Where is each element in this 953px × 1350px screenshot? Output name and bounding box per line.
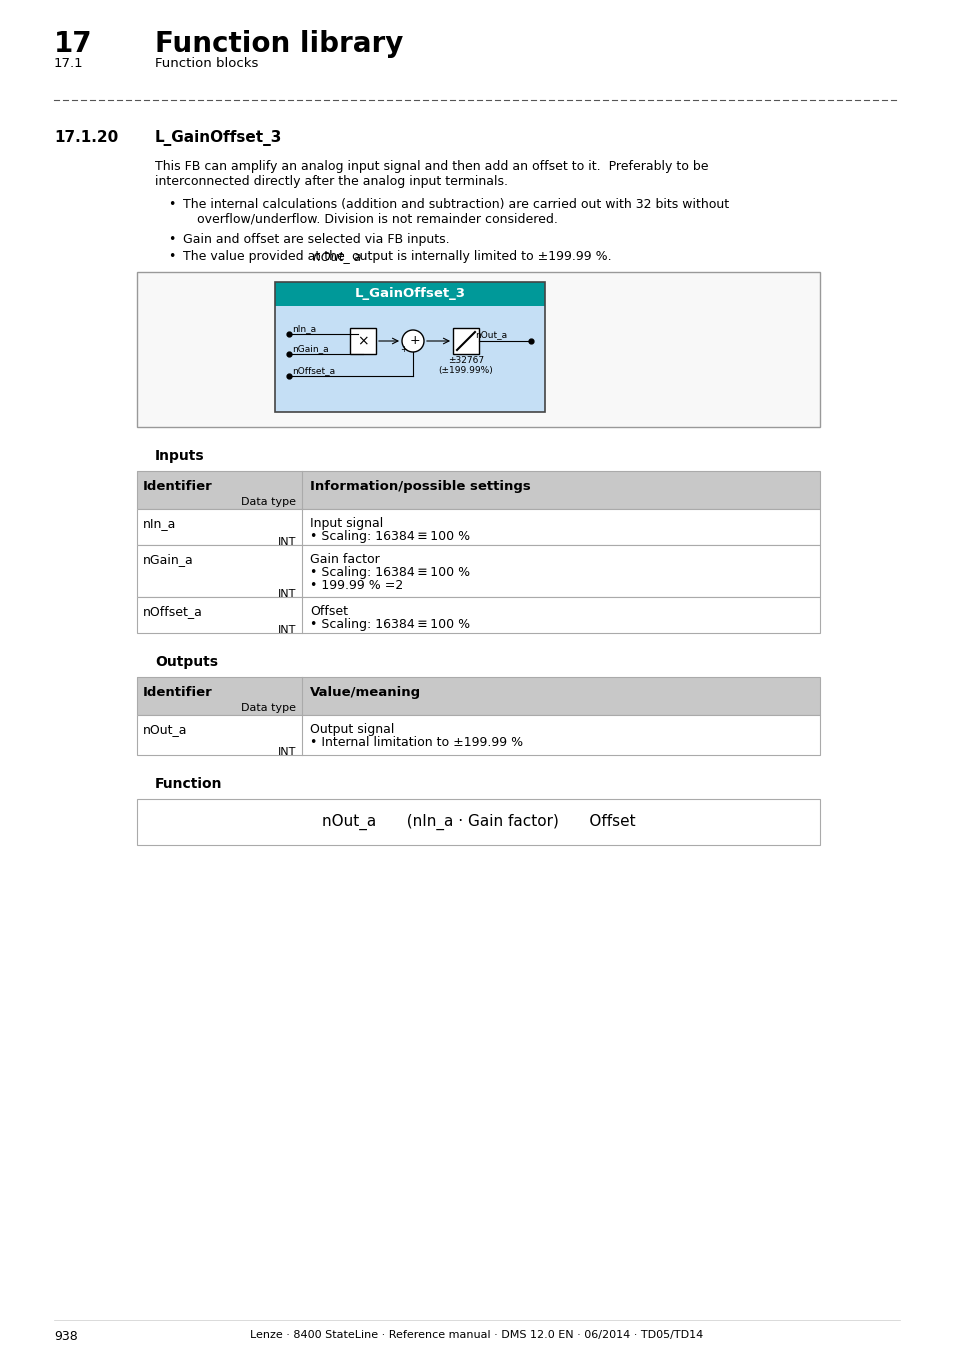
- Text: • Internal limitation to ±199.99 %: • Internal limitation to ±199.99 %: [310, 736, 522, 749]
- Bar: [274, 282, 544, 306]
- Text: INT: INT: [277, 625, 295, 634]
- Bar: [137, 597, 820, 633]
- Text: 17.1.20: 17.1.20: [54, 130, 118, 144]
- Text: Offset: Offset: [310, 605, 348, 618]
- Text: INT: INT: [277, 589, 295, 599]
- Text: Gain factor: Gain factor: [310, 554, 379, 566]
- Bar: [137, 676, 820, 716]
- Bar: [274, 282, 544, 412]
- Text: L_GainOffset_3: L_GainOffset_3: [154, 130, 282, 146]
- Text: nOut_a: nOut_a: [475, 329, 507, 339]
- Bar: [137, 676, 820, 716]
- Text: Identifier: Identifier: [143, 686, 213, 699]
- Text: ×: ×: [356, 333, 369, 348]
- Bar: [137, 545, 820, 597]
- Text: Gain and offset are selected via FB inputs.: Gain and offset are selected via FB inpu…: [183, 234, 449, 246]
- Bar: [137, 471, 820, 509]
- Text: nOffset_a: nOffset_a: [143, 605, 203, 618]
- Text: Outputs: Outputs: [154, 655, 218, 670]
- Text: 17: 17: [54, 30, 92, 58]
- Text: (±199.99%): (±199.99%): [438, 366, 493, 375]
- Bar: [137, 509, 820, 545]
- Text: nIn_a: nIn_a: [143, 517, 176, 531]
- Text: Data type: Data type: [241, 497, 295, 508]
- Text: This FB can amplify an analog input signal and then add an offset to it.  Prefer: This FB can amplify an analog input sign…: [154, 161, 708, 173]
- Text: Function blocks: Function blocks: [154, 57, 258, 70]
- Text: • Scaling: 16384 ≡ 100 %: • Scaling: 16384 ≡ 100 %: [310, 618, 470, 630]
- Text: overflow/underflow. Division is not remainder considered.: overflow/underflow. Division is not rema…: [196, 213, 558, 225]
- Text: nOffset_a: nOffset_a: [292, 366, 335, 375]
- Bar: [350, 328, 375, 354]
- Text: Data type: Data type: [241, 703, 295, 713]
- Text: nIn_a: nIn_a: [292, 324, 315, 333]
- Text: Identifier: Identifier: [143, 481, 213, 493]
- Text: Input signal: Input signal: [310, 517, 383, 531]
- Bar: [137, 471, 820, 509]
- Text: Function library: Function library: [154, 30, 403, 58]
- Text: INT: INT: [277, 537, 295, 547]
- Circle shape: [401, 329, 423, 352]
- Text: output is internally limited to ±199.99 %.: output is internally limited to ±199.99 …: [348, 250, 611, 263]
- Text: nGain_a: nGain_a: [292, 344, 328, 352]
- Text: Lenze · 8400 StateLine · Reference manual · DMS 12.0 EN · 06/2014 · TD05/TD14: Lenze · 8400 StateLine · Reference manua…: [250, 1330, 703, 1341]
- Text: 938: 938: [54, 1330, 77, 1343]
- Text: • Scaling: 16384 ≡ 100 %: • Scaling: 16384 ≡ 100 %: [310, 531, 470, 543]
- Bar: [137, 716, 820, 755]
- Text: • Scaling: 16384 ≡ 100 %: • Scaling: 16384 ≡ 100 %: [310, 566, 470, 579]
- Bar: [137, 716, 820, 755]
- Text: •: •: [168, 198, 175, 211]
- Bar: [453, 328, 478, 354]
- Text: Output signal: Output signal: [310, 724, 394, 736]
- Text: interconnected directly after the analog input terminals.: interconnected directly after the analog…: [154, 176, 507, 188]
- Text: L_GainOffset_3: L_GainOffset_3: [355, 288, 465, 301]
- Text: The internal calculations (addition and subtraction) are carried out with 32 bit: The internal calculations (addition and …: [183, 198, 728, 211]
- Text: INT: INT: [277, 747, 295, 757]
- Bar: [137, 509, 820, 545]
- Text: +: +: [409, 335, 420, 347]
- Bar: [137, 799, 820, 845]
- Text: •: •: [168, 234, 175, 246]
- Text: +: +: [400, 344, 407, 354]
- Text: Information/possible settings: Information/possible settings: [310, 481, 530, 493]
- Text: nOut_ a: nOut_ a: [313, 250, 361, 263]
- Text: nOut_a  (nIn_a · Gain factor)  Offset: nOut_a (nIn_a · Gain factor) Offset: [321, 814, 635, 830]
- Text: •: •: [168, 250, 175, 263]
- Text: nOut_a: nOut_a: [143, 724, 188, 736]
- Text: The value provided at the: The value provided at the: [183, 250, 349, 263]
- Bar: [274, 306, 544, 412]
- Text: ±32767: ±32767: [448, 356, 483, 365]
- Text: Value/meaning: Value/meaning: [310, 686, 420, 699]
- Bar: [137, 597, 820, 633]
- Text: 17.1: 17.1: [54, 57, 84, 70]
- Text: Inputs: Inputs: [154, 450, 204, 463]
- Text: Function: Function: [154, 778, 222, 791]
- Text: nGain_a: nGain_a: [143, 554, 193, 566]
- Text: • 199.99 % =2: • 199.99 % =2: [310, 579, 403, 593]
- Bar: [137, 545, 820, 597]
- Bar: [137, 271, 820, 427]
